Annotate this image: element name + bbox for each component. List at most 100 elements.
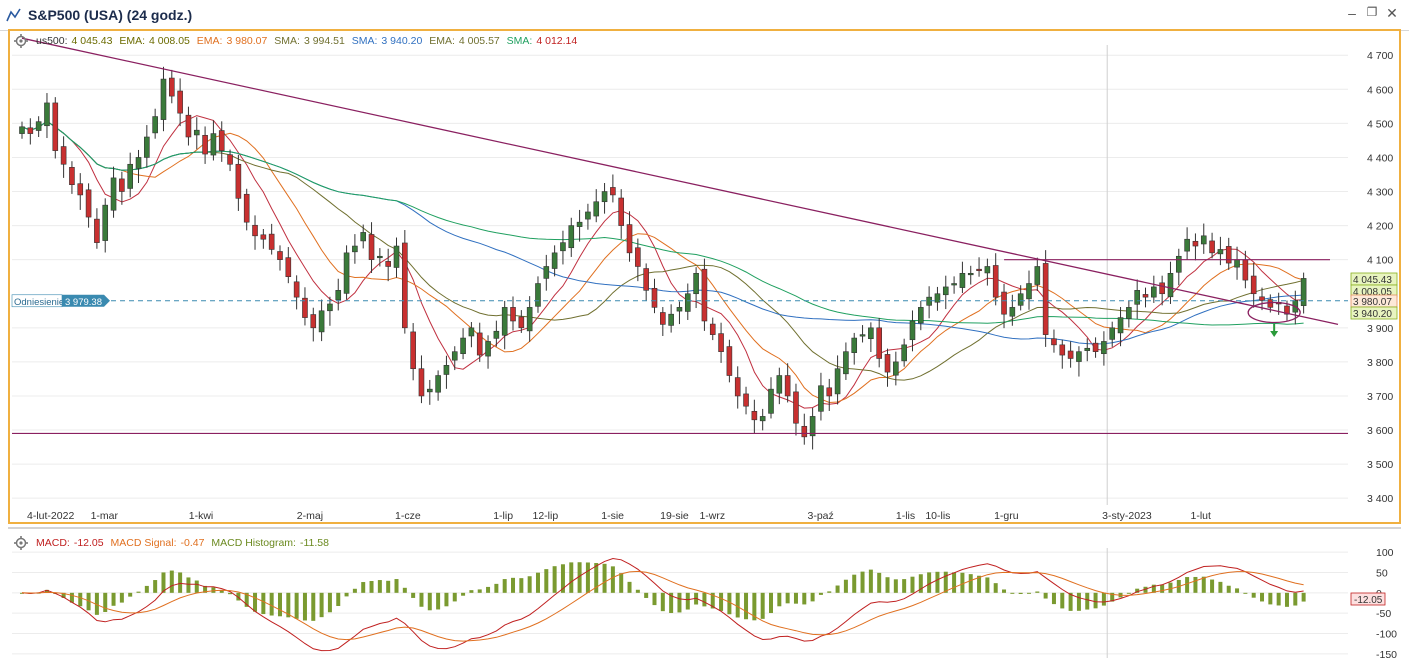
candle-body — [1267, 299, 1274, 308]
macd-signal-label: MACD Signal: — [110, 537, 177, 549]
candle-body — [759, 416, 766, 422]
x-tick-label: 1-lut — [1191, 510, 1212, 522]
candle-body — [443, 364, 450, 375]
macd-settings-gear-icon[interactable] — [14, 536, 28, 550]
candle-body — [1051, 338, 1057, 346]
candle-body — [285, 257, 292, 278]
candle-body — [1076, 351, 1082, 362]
macd-tag: -12.05 — [1354, 595, 1383, 606]
candle-body — [1184, 238, 1190, 252]
descending-trendline — [21, 37, 1339, 326]
macd-histogram-bar — [644, 592, 649, 598]
candle-body — [593, 201, 600, 217]
candle-body — [1101, 341, 1107, 355]
candle-body — [1026, 283, 1032, 300]
legend-value-sma1: 3 994.51 — [303, 35, 345, 47]
settings-gear-icon[interactable] — [14, 34, 28, 48]
macd-histogram-bar — [1243, 592, 1248, 594]
candle-body — [1242, 259, 1249, 281]
candle-body — [1034, 266, 1041, 285]
macd-histogram-bar — [269, 592, 274, 616]
macd-histogram-bar — [685, 592, 690, 610]
macd-histogram-bar — [386, 580, 391, 593]
macd-histogram-bar — [810, 592, 815, 602]
candle-body — [1009, 307, 1016, 317]
macd-histogram-bar — [444, 592, 449, 607]
macd-histogram-bar — [277, 592, 282, 617]
candle-body — [768, 388, 774, 414]
macd-histogram-bar — [1168, 582, 1173, 593]
macd-histogram-bar — [1035, 591, 1040, 593]
macd-histogram-bar — [835, 585, 840, 593]
candle-body — [1142, 294, 1149, 298]
legend-symbol: us500: — [36, 35, 68, 47]
candle-body — [610, 187, 616, 196]
macd-histogram-bar — [402, 587, 407, 593]
macd-histogram-bar — [735, 592, 740, 618]
main-chart-frame — [8, 29, 1401, 524]
macd-histogram-bar — [20, 592, 24, 594]
macd-histogram-bar — [544, 569, 549, 593]
candle-body — [52, 102, 59, 151]
candle-body — [1175, 255, 1182, 273]
macd-histogram-bar — [419, 592, 424, 607]
candle-body — [1117, 317, 1124, 334]
candle-body — [684, 293, 691, 312]
legend-label-ema2: EMA: — [196, 35, 223, 47]
y-tick-label: 4 200 — [1367, 221, 1393, 233]
close-icon[interactable]: ✕ — [1386, 5, 1398, 21]
candle-body — [1084, 347, 1091, 351]
candle-body — [834, 368, 841, 395]
macd-histogram-bar — [652, 592, 657, 606]
price-tag: 3 980.07 — [1353, 297, 1392, 308]
candle-body — [152, 116, 158, 134]
macd-histogram-bar — [769, 592, 774, 614]
candle-body — [360, 232, 367, 242]
macd-histogram-bar — [477, 589, 482, 593]
ema-short-line — [21, 115, 1304, 409]
macd-histogram-bar — [585, 562, 590, 593]
candle-body — [1059, 344, 1066, 356]
candle-body — [851, 337, 858, 353]
candle-body — [94, 218, 100, 243]
candle-body — [510, 307, 516, 322]
macd-legend: MACD: -12.05 MACD Signal: -0.47 MACD Histo… — [36, 537, 333, 549]
restore-icon[interactable]: ❐ — [1366, 5, 1378, 19]
macd-histogram-bar — [1185, 577, 1190, 593]
candle-body — [193, 129, 200, 136]
macd-histogram-bar — [344, 592, 349, 597]
macd-histogram-bar — [702, 592, 707, 607]
candle-body — [676, 307, 683, 312]
x-tick-label: 19-sie — [660, 510, 689, 522]
macd-label: MACD: — [36, 537, 70, 549]
macd-histogram-bar — [1135, 588, 1140, 593]
macd-histogram-bar — [494, 583, 499, 593]
macd-histogram-bar — [336, 592, 341, 606]
macd-histogram-bar — [161, 572, 166, 593]
candle-body — [27, 127, 34, 134]
candle-body — [144, 136, 150, 158]
legend-label-sma1: SMA: — [274, 35, 300, 47]
legend-label-sma3: SMA: — [506, 35, 533, 47]
candle-body — [418, 368, 425, 397]
candle-body — [476, 332, 483, 356]
macd-histogram-bar — [1284, 592, 1289, 607]
macd-histogram-bar — [294, 592, 299, 619]
candle-body — [635, 247, 641, 267]
x-tick-label: 10-lis — [925, 510, 950, 522]
candle-body — [1109, 327, 1116, 340]
macd-histogram-bar — [1126, 592, 1131, 594]
candle-body — [302, 297, 308, 318]
candle-body — [601, 191, 608, 203]
candle-body — [793, 391, 799, 424]
macd-histogram-bar — [902, 579, 907, 593]
macd-histogram-bar — [918, 574, 923, 593]
macd-histogram-bar — [461, 592, 466, 596]
macd-histogram-bar — [86, 592, 91, 611]
macd-histogram-bar — [111, 592, 116, 606]
macd-histogram-bar — [802, 592, 807, 605]
minimize-icon[interactable]: – — [1348, 5, 1356, 21]
macd-histogram-bar — [319, 592, 324, 618]
macd-histogram-bar — [1043, 592, 1048, 599]
